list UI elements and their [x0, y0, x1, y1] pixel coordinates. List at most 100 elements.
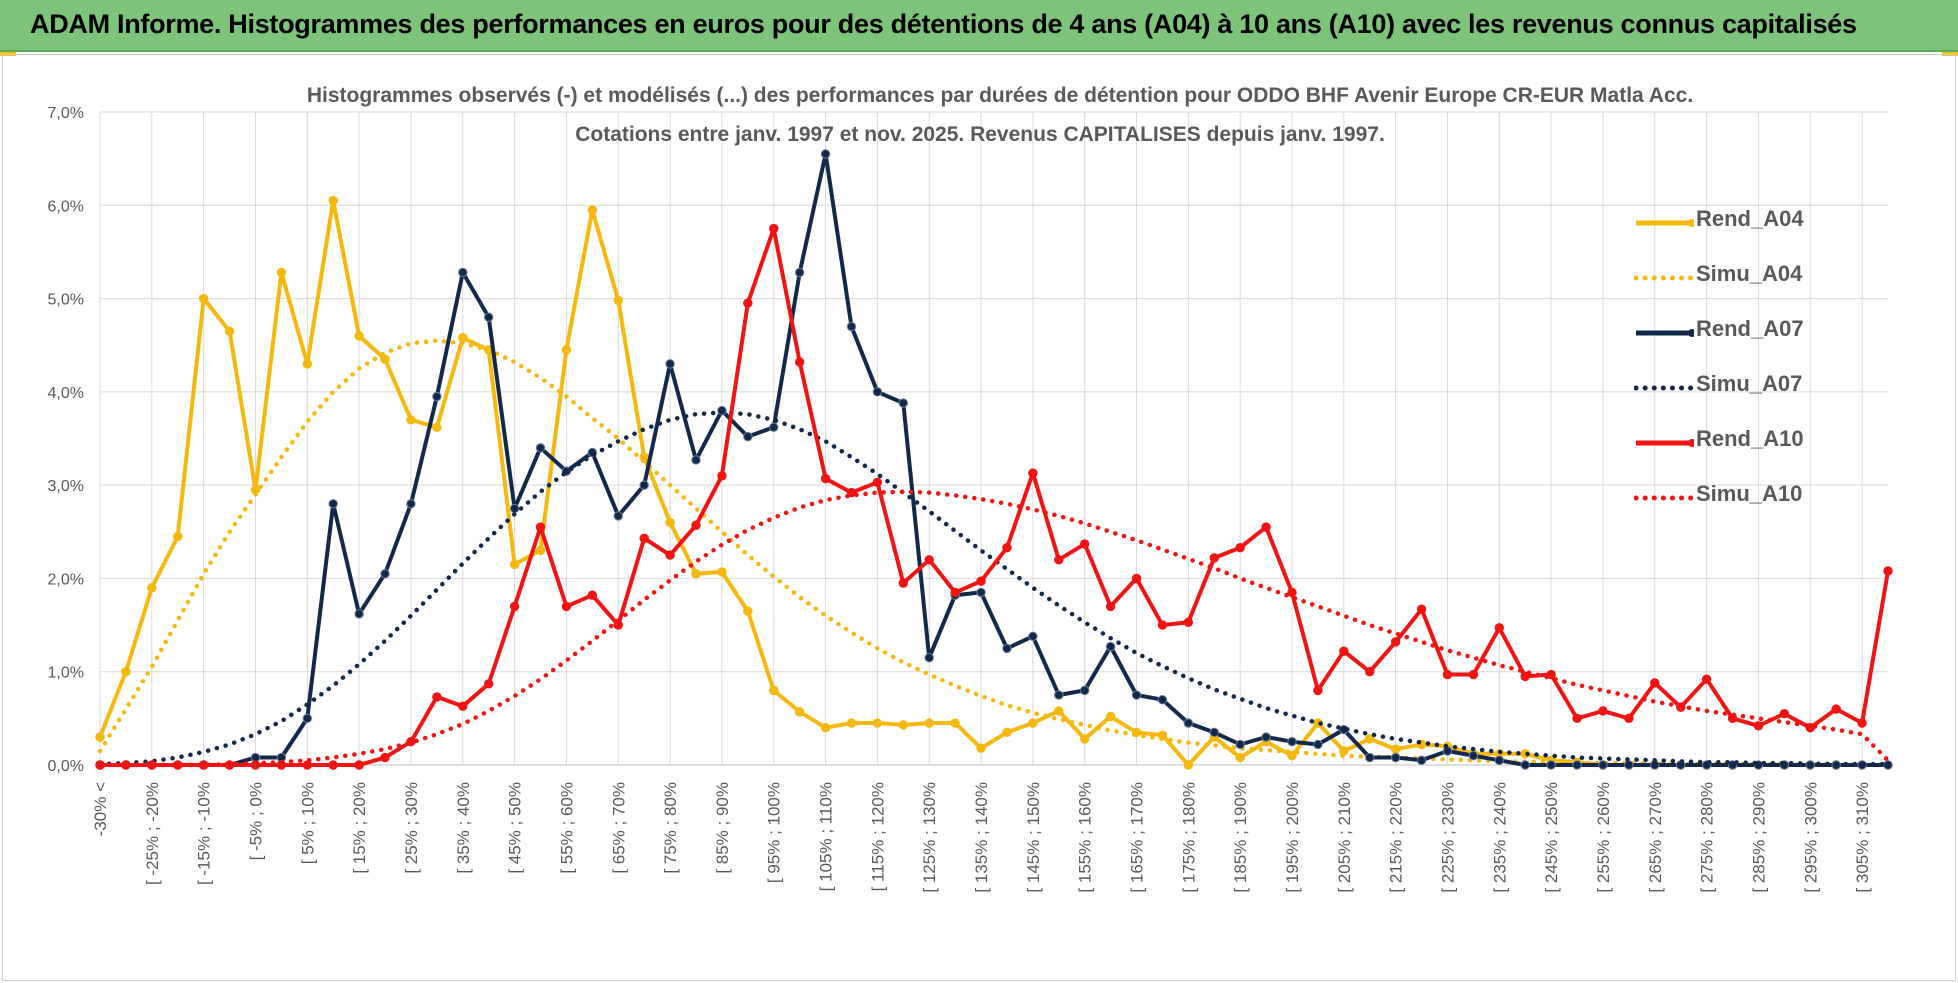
- data-point: [1131, 690, 1142, 700]
- data-point: [1598, 760, 1608, 770]
- legend-swatch-rend-a10: [1636, 439, 1694, 447]
- data-point: [691, 569, 701, 579]
- data-point: [406, 499, 416, 509]
- data-point: [717, 471, 727, 481]
- data-point: [743, 431, 753, 442]
- data-point: [1546, 669, 1556, 680]
- data-point: [198, 293, 209, 304]
- x-tick-label: [ 135% ; 140%: [972, 782, 991, 893]
- data-point: [976, 587, 986, 598]
- data-point: [976, 576, 986, 586]
- series-line: [98, 198, 1888, 767]
- data-point: [1416, 755, 1427, 766]
- data-point: [846, 321, 857, 332]
- data-point: [1650, 678, 1660, 688]
- x-tick-label: [ 235% ; 240%: [1490, 782, 1509, 893]
- data-point: [976, 743, 986, 753]
- x-tick-label: [ 205% ; 210%: [1335, 782, 1354, 893]
- series-simu-a04: [97, 338, 1891, 768]
- data-point: [380, 752, 390, 763]
- x-tick-label: [ 105% ; 110%: [817, 782, 836, 891]
- data-point: [1287, 750, 1297, 761]
- data-point: [95, 732, 105, 742]
- data-point: [1494, 755, 1505, 766]
- data-point: [354, 331, 364, 341]
- data-point: [483, 679, 494, 689]
- data-point: [1390, 637, 1401, 647]
- data-point: [1287, 587, 1297, 598]
- chart-frame: [2, 54, 1956, 981]
- y-tick-label: 3,0%: [48, 478, 84, 495]
- data-point: [794, 357, 805, 367]
- x-tick-label: [ 165% ; 170%: [1128, 782, 1147, 893]
- data-point: [1883, 566, 1893, 576]
- x-tick-label: [ 175% ; 180%: [1179, 782, 1198, 893]
- x-tick-label: [ 145% ; 150%: [1024, 782, 1043, 893]
- data-point: [1442, 669, 1453, 680]
- data-point: [1390, 752, 1401, 763]
- data-point: [1183, 760, 1194, 770]
- data-point: [717, 567, 727, 577]
- x-tick-label: [ 225% ; 230%: [1438, 782, 1457, 893]
- data-point: [509, 559, 520, 570]
- legend-label: Simu_A07: [1696, 371, 1803, 396]
- x-tick-label: [ 195% ; 200%: [1283, 782, 1302, 893]
- data-point: [1105, 641, 1116, 652]
- data-point: [1028, 631, 1038, 641]
- data-point: [613, 511, 623, 521]
- x-tick-label: [ 95% ; 100%: [765, 782, 784, 883]
- data-point: [1028, 718, 1038, 728]
- data-point: [1261, 732, 1271, 742]
- x-tick-label: [ 245% ; 250%: [1542, 782, 1561, 893]
- legend-swatch-simu-a04: [1634, 275, 1694, 281]
- data-point: [898, 578, 909, 588]
- data-point: [1883, 760, 1893, 770]
- data-point: [1054, 706, 1064, 716]
- data-point: [639, 480, 649, 490]
- data-point: [1157, 695, 1168, 705]
- data-point: [224, 326, 235, 336]
- data-point: [535, 522, 546, 532]
- x-tick-label: [ 85% ; 90%: [713, 782, 732, 874]
- x-tick-label: [ 265% ; 270%: [1646, 782, 1665, 893]
- legend-swatch-simu-a07: [1634, 385, 1694, 391]
- x-tick-label: [ 15% ; 20%: [350, 782, 369, 874]
- x-axis-ticks: -30% < [ -25% ; -20% [ -15% ; -10% [ -5% ; …: [91, 782, 1872, 893]
- data-point: [665, 359, 675, 369]
- chart-legend: Rend_A04 Simu_A04 Rend_A07 Simu_A07 Rend…: [1634, 196, 1804, 526]
- data-point: [1779, 708, 1790, 719]
- data-point: [1598, 706, 1608, 716]
- x-tick-label: [ 295% ; 300%: [1801, 782, 1820, 893]
- legend-swatch-rend-a07: [1636, 329, 1694, 337]
- data-point: [665, 550, 675, 560]
- data-point: [691, 455, 701, 465]
- data-point: [1339, 646, 1349, 656]
- data-point: [1079, 685, 1090, 696]
- data-point: [535, 443, 546, 453]
- data-point: [509, 503, 520, 514]
- legend-label: Rend_A04: [1696, 206, 1804, 231]
- x-tick-label: [ 75% ; 80%: [661, 782, 680, 874]
- data-point: [1313, 685, 1323, 696]
- data-point: [328, 195, 338, 206]
- data-point: [846, 487, 857, 498]
- x-tick-label: [ 285% ; 290%: [1749, 782, 1768, 893]
- data-point: [302, 713, 313, 724]
- data-point: [380, 354, 390, 364]
- data-point: [950, 718, 960, 728]
- data-point: [1390, 744, 1401, 754]
- legend-label: Rend_A07: [1696, 316, 1804, 341]
- series-line: [97, 338, 1891, 768]
- x-tick-label: [ 25% ; 30%: [402, 782, 421, 874]
- data-point: [1183, 718, 1194, 728]
- legend-label: Simu_A10: [1696, 481, 1803, 506]
- data-point: [587, 205, 598, 215]
- data-point: [1079, 734, 1090, 744]
- series-line: [97, 410, 1891, 767]
- data-point: [794, 707, 805, 717]
- data-point: [458, 701, 468, 711]
- data-point: [1105, 601, 1116, 612]
- data-point: [1416, 604, 1427, 614]
- data-point: [1002, 643, 1012, 654]
